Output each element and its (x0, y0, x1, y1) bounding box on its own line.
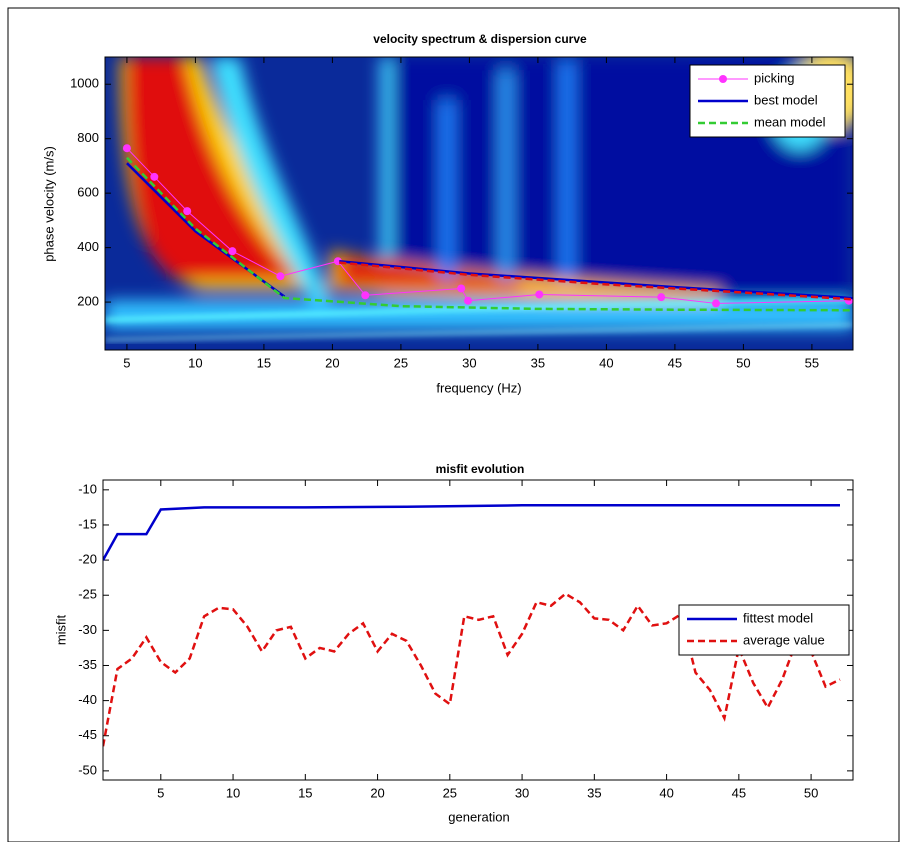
y-tick-label: -15 (78, 516, 97, 531)
x-tick-label: 30 (515, 785, 529, 800)
x-tick-label: 35 (587, 785, 601, 800)
chart-title: misfit evolution (436, 462, 525, 476)
chart-title: velocity spectrum & dispersion curve (373, 32, 587, 46)
legend-label: average value (743, 632, 825, 647)
x-tick-label: 45 (732, 785, 746, 800)
legend-label: best model (754, 92, 818, 107)
x-tick-label: 10 (188, 355, 202, 370)
x-tick-label: 40 (599, 355, 613, 370)
series-line (126, 162, 853, 300)
marker (657, 293, 666, 302)
y-tick-label: 200 (77, 294, 99, 309)
x-tick-label: 55 (805, 355, 819, 370)
series-line (339, 261, 853, 301)
y-tick-label: -30 (78, 622, 97, 637)
y-tick-label: -20 (78, 552, 97, 567)
marker (122, 144, 131, 153)
legend-label: mean model (754, 114, 826, 129)
x-tick-label: 35 (531, 355, 545, 370)
series-line (103, 592, 841, 747)
y-tick-label: 1000 (70, 76, 99, 91)
marker (276, 272, 285, 281)
x-tick-label: 40 (659, 785, 673, 800)
x-tick-label: 50 (736, 355, 750, 370)
axes-box (104, 56, 854, 351)
x-tick-label: 45 (668, 355, 682, 370)
x-tick-label: 25 (394, 355, 408, 370)
marker (535, 290, 544, 299)
y-tick-label: 600 (77, 185, 99, 200)
y-tick-label: -25 (78, 587, 97, 602)
y-tick-label: -35 (78, 657, 97, 672)
x-tick-label: 25 (443, 785, 457, 800)
y-tick-label: -50 (78, 762, 97, 777)
y-tick-label: -45 (78, 727, 97, 742)
y-axis-label: misfit (53, 614, 68, 645)
marker (712, 299, 721, 308)
x-tick-label: 30 (462, 355, 476, 370)
marker (361, 291, 370, 300)
marker (183, 207, 192, 216)
y-axis-label: phase velocity (m/s) (41, 146, 56, 262)
legend-label: fittest model (743, 610, 813, 625)
series-line (103, 504, 840, 561)
x-tick-label: 5 (157, 785, 164, 800)
x-tick-label: 20 (370, 785, 384, 800)
legend-marker (719, 75, 727, 83)
marker (457, 284, 466, 293)
x-axis-label: frequency (Hz) (436, 380, 521, 395)
marker (464, 296, 473, 305)
legend-label: picking (754, 70, 794, 85)
x-tick-label: 50 (804, 785, 818, 800)
marker (228, 247, 237, 256)
y-tick-label: -40 (78, 692, 97, 707)
axes-box (102, 479, 854, 781)
y-tick-label: 800 (77, 130, 99, 145)
y-tick-label: -10 (78, 481, 97, 496)
y-tick-label: 400 (77, 239, 99, 254)
x-tick-label: 5 (123, 355, 130, 370)
x-axis-label: generation (448, 809, 509, 824)
x-tick-label: 15 (257, 355, 271, 370)
marker (150, 172, 159, 181)
x-tick-label: 20 (325, 355, 339, 370)
x-tick-label: 10 (226, 785, 240, 800)
legend-box (678, 604, 850, 656)
x-tick-label: 15 (298, 785, 312, 800)
